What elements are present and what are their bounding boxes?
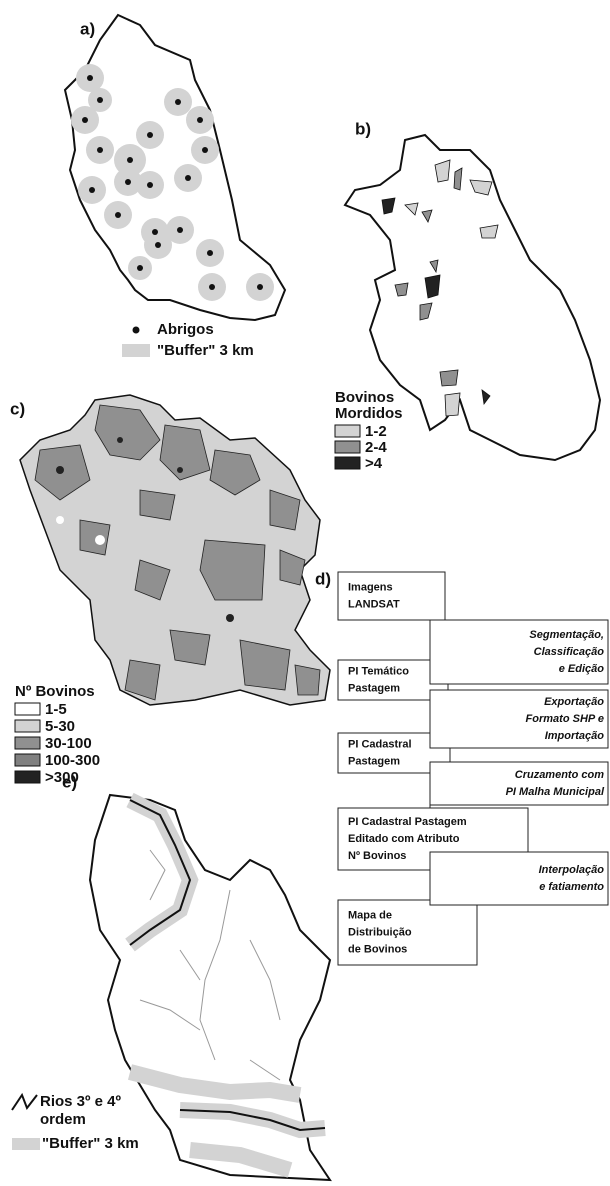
step-text: PI Malha Municipal — [506, 786, 605, 798]
step-text: Importação — [545, 730, 605, 742]
legend-label: 2-4 — [365, 439, 387, 456]
box-text: Pastagem — [348, 682, 400, 694]
step: Segmentação, Classificação e Edição — [430, 620, 608, 684]
box-text: PI Cadastral Pastagem — [348, 816, 467, 828]
box-text: Mapa de — [348, 909, 392, 921]
box-text: Pastagem — [348, 755, 400, 767]
step-text: Segmentação, — [529, 629, 604, 641]
legend-label: 1-5 — [45, 701, 67, 718]
step: Exportação Formato SHP e Importação — [430, 690, 608, 748]
step-text: Exportação — [544, 696, 604, 708]
step-text: Cruzamento com — [515, 769, 604, 781]
box: Mapa de Distribuição de Bovinos — [338, 900, 477, 965]
step-text: Classificação — [534, 646, 605, 658]
legend-label: 1-2 — [365, 423, 387, 440]
box-text: Nº Bovinos — [348, 850, 406, 862]
box-text: LANDSAT — [348, 598, 400, 610]
step-text: Formato SHP e — [526, 713, 604, 725]
box-text: Distribuição — [348, 926, 412, 938]
box-text: PI Temático — [348, 665, 409, 677]
box-text: PI Cadastral — [348, 738, 412, 750]
legend-label: "Buffer" 3 km — [42, 1135, 139, 1152]
box-frame — [338, 572, 445, 620]
step-text: e fatiamento — [539, 881, 604, 893]
legend-label: 30-100 — [45, 735, 92, 752]
step-frame — [430, 852, 608, 905]
box: Imagens LANDSAT — [338, 572, 445, 620]
legend-title: Bovinos — [335, 389, 394, 406]
legend-title: Nº Bovinos — [15, 683, 95, 700]
figure: a)b)c)d)e)Abrigos"Buffer" 3 kmBovinosMor… — [0, 0, 610, 1186]
panel-label: d) — [315, 569, 331, 588]
panel-label: a) — [80, 19, 95, 38]
box-text: de Bovinos — [348, 943, 407, 955]
step-text: Interpolação — [539, 864, 605, 876]
legend-title: Mordidos — [335, 405, 403, 422]
box-text: Imagens — [348, 581, 393, 593]
step-text: e Edição — [559, 663, 605, 675]
legend-label: ordem — [40, 1111, 86, 1128]
legend-label: 100-300 — [45, 752, 100, 769]
legend-label: >300 — [45, 769, 79, 786]
legend-label: >4 — [365, 455, 383, 472]
step: Cruzamento com PI Malha Municipal — [430, 762, 608, 805]
panel-label: b) — [355, 119, 371, 138]
legend-label: "Buffer" 3 km — [157, 342, 254, 359]
step: Interpolação e fatiamento — [430, 852, 608, 905]
legend-label: Abrigos — [157, 321, 214, 338]
box-text: Editado com Atributo — [348, 833, 460, 845]
legend-label: 5-30 — [45, 718, 75, 735]
panel-label: c) — [10, 399, 25, 418]
map-a — [65, 15, 285, 357]
legend-label: Rios 3º e 4º — [40, 1093, 122, 1110]
